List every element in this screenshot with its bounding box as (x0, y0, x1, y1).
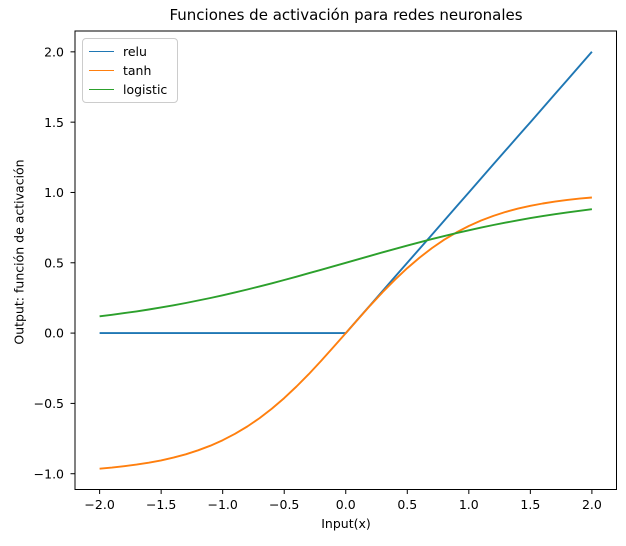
x-tick-label: 1.5 (520, 497, 540, 512)
chart-title: Funciones de activación para redes neuro… (169, 6, 523, 24)
x-tick-label: 1.0 (459, 497, 479, 512)
y-tick-label: 2.0 (44, 44, 64, 59)
x-tick-label: 2.0 (582, 497, 602, 512)
x-tick-label: 0.0 (336, 497, 356, 512)
legend: relu tanh logistic (82, 38, 179, 103)
legend-entry-relu: relu (89, 42, 167, 61)
legend-label-logistic: logistic (123, 82, 168, 97)
y-tick-label: −0.5 (34, 396, 64, 411)
legend-entry-logistic: logistic (89, 80, 167, 99)
x-tick-label: −2.0 (84, 497, 114, 512)
y-tick-label: 1.0 (44, 185, 64, 200)
y-tick-label: −1.0 (34, 466, 64, 481)
y-tick-label: 1.5 (44, 115, 64, 130)
legend-label-relu: relu (123, 44, 147, 59)
x-tick-label: −0.5 (269, 497, 299, 512)
x-axis-label: Input(x) (321, 516, 371, 531)
series-line-tanh (99, 196, 592, 470)
y-axis-label: Output: función de activación (11, 159, 27, 345)
x-tick-label: −1.5 (146, 497, 176, 512)
x-tick-label: 0.5 (397, 497, 417, 512)
legend-label-tanh: tanh (123, 63, 152, 78)
x-tick-label: −1.0 (208, 497, 238, 512)
legend-line-swatch-relu (89, 51, 114, 52)
y-tick-label: 0.5 (44, 255, 64, 270)
legend-line-swatch-tanh (89, 70, 114, 71)
legend-entry-tanh: tanh (89, 61, 167, 80)
legend-line-swatch-logistic (89, 89, 114, 90)
series-line-logistic (99, 208, 593, 318)
y-tick-label: 0.0 (44, 326, 64, 341)
